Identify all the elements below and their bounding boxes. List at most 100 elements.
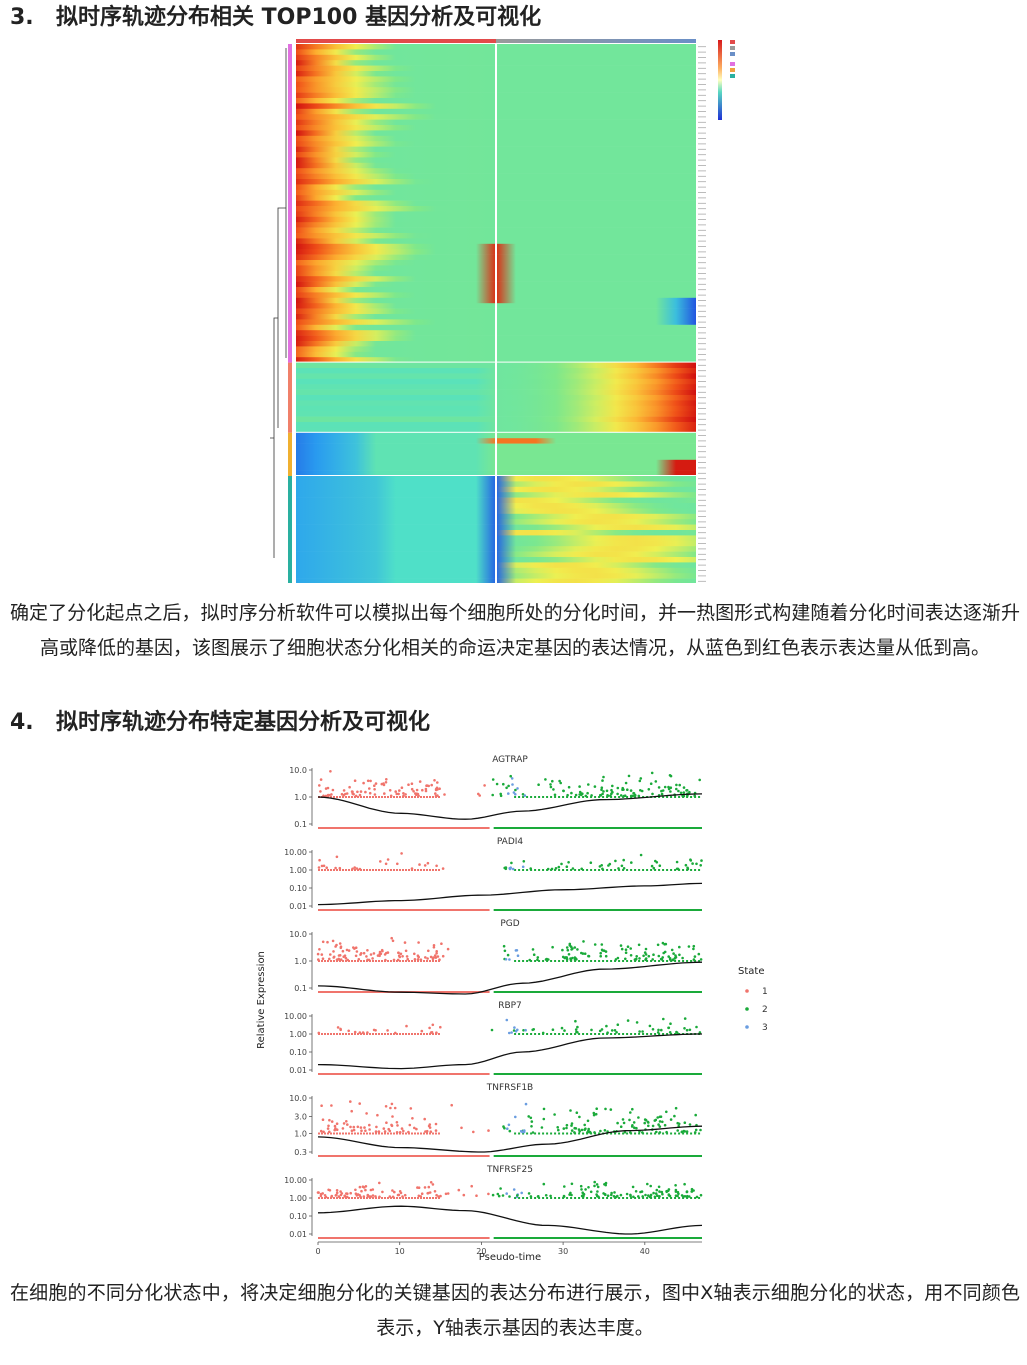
expression-point	[322, 1130, 325, 1134]
expression-point	[491, 793, 494, 797]
panel-tnfrsf1b: TNFRSF1B 10.0 3.0 1.0 0.3	[289, 1083, 703, 1157]
expression-point	[364, 1185, 368, 1188]
expression-point	[495, 782, 499, 786]
expression-point	[321, 957, 325, 960]
expression-point	[664, 942, 668, 946]
expression-point	[377, 1130, 381, 1133]
expression-point	[604, 1183, 607, 1187]
expression-point	[592, 1113, 596, 1117]
expression-point	[683, 1121, 687, 1124]
expression-point	[646, 1182, 649, 1186]
expression-point	[510, 777, 514, 780]
expression-point	[575, 1111, 579, 1114]
expression-point	[329, 770, 332, 773]
expression-point	[580, 792, 583, 795]
expression-point	[662, 951, 665, 955]
expression-point	[680, 1130, 684, 1134]
expression-point	[396, 1124, 399, 1127]
expression-point	[578, 1115, 581, 1119]
expression-point	[385, 778, 388, 781]
expression-point	[632, 1121, 636, 1124]
expression-point	[676, 1129, 679, 1132]
heatmap-dendrogram	[270, 48, 287, 558]
expression-point	[428, 1026, 431, 1030]
expression-point	[549, 783, 552, 786]
expression-point	[616, 956, 620, 960]
expression-point	[335, 1128, 339, 1131]
expression-point	[655, 1188, 659, 1192]
expression-point	[661, 1192, 664, 1196]
expression-point	[604, 1107, 607, 1111]
expression-point	[428, 1191, 432, 1194]
expression-point	[501, 1194, 505, 1197]
expression-point	[570, 1182, 574, 1186]
expression-point	[529, 867, 532, 870]
expression-point	[589, 1190, 593, 1194]
expression-point	[491, 778, 495, 781]
expression-point	[661, 1120, 664, 1124]
expression-point	[350, 1129, 354, 1132]
expression-point	[425, 1129, 429, 1133]
expression-point	[638, 1030, 641, 1033]
section-3-number: 3.	[10, 5, 34, 30]
panel-title: PGD	[500, 919, 519, 929]
expression-point	[658, 1120, 662, 1123]
expression-point	[600, 943, 604, 946]
expression-point	[374, 1195, 377, 1198]
section-4-caption: 在细胞的不同分化状态中，将决定细胞分化的关键基因的表达分布进行展示，图中X轴表示…	[10, 1282, 1020, 1339]
expression-point	[668, 958, 672, 961]
expression-point	[413, 958, 417, 961]
expression-point	[600, 786, 604, 789]
expression-point	[429, 1181, 433, 1184]
expression-point	[368, 791, 372, 795]
expression-point	[560, 862, 563, 866]
expression-point	[427, 1185, 431, 1189]
expression-point	[418, 780, 422, 783]
expression-point	[357, 958, 361, 961]
expression-point	[639, 853, 643, 857]
expression-point	[426, 957, 429, 960]
expression-point	[330, 1104, 333, 1107]
expression-point	[628, 1118, 631, 1122]
expression-point	[339, 1190, 342, 1193]
expression-point	[503, 866, 506, 870]
expression-point	[417, 794, 420, 798]
expression-point	[483, 784, 486, 787]
expression-point	[587, 783, 590, 786]
expression-point	[695, 1195, 699, 1199]
expression-point	[413, 952, 416, 956]
expression-point	[665, 1190, 668, 1194]
panel-agtrap: AGTRAP 10.0 1.0 0.1	[289, 755, 703, 829]
expression-point	[692, 1189, 695, 1192]
expression-point	[610, 788, 613, 792]
expression-point	[544, 778, 547, 781]
expression-point	[676, 1190, 680, 1194]
expression-point	[631, 1185, 635, 1189]
expression-point	[637, 794, 641, 798]
expression-point	[650, 771, 654, 775]
expression-point	[400, 1127, 404, 1130]
expression-point	[512, 1029, 516, 1032]
expression-point	[341, 949, 345, 953]
expression-point	[334, 945, 337, 948]
expression-point	[435, 864, 438, 868]
expression-point	[431, 1183, 435, 1186]
expression-point	[669, 786, 673, 789]
expression-point	[557, 1128, 560, 1132]
expression-point	[540, 1126, 544, 1129]
expression-point	[584, 1188, 587, 1191]
expression-point	[404, 949, 408, 953]
expression-point	[550, 867, 554, 871]
expression-point	[601, 779, 604, 782]
expression-point	[669, 1118, 673, 1121]
expression-point	[369, 779, 372, 783]
expression-point	[487, 1129, 490, 1132]
expression-point	[536, 958, 539, 962]
expression-point	[660, 792, 664, 796]
expression-point	[423, 864, 427, 867]
expression-point	[386, 858, 390, 861]
expression-point	[349, 1100, 352, 1103]
expression-point	[567, 785, 571, 789]
expression-point	[326, 786, 330, 790]
expression-point	[546, 867, 550, 871]
